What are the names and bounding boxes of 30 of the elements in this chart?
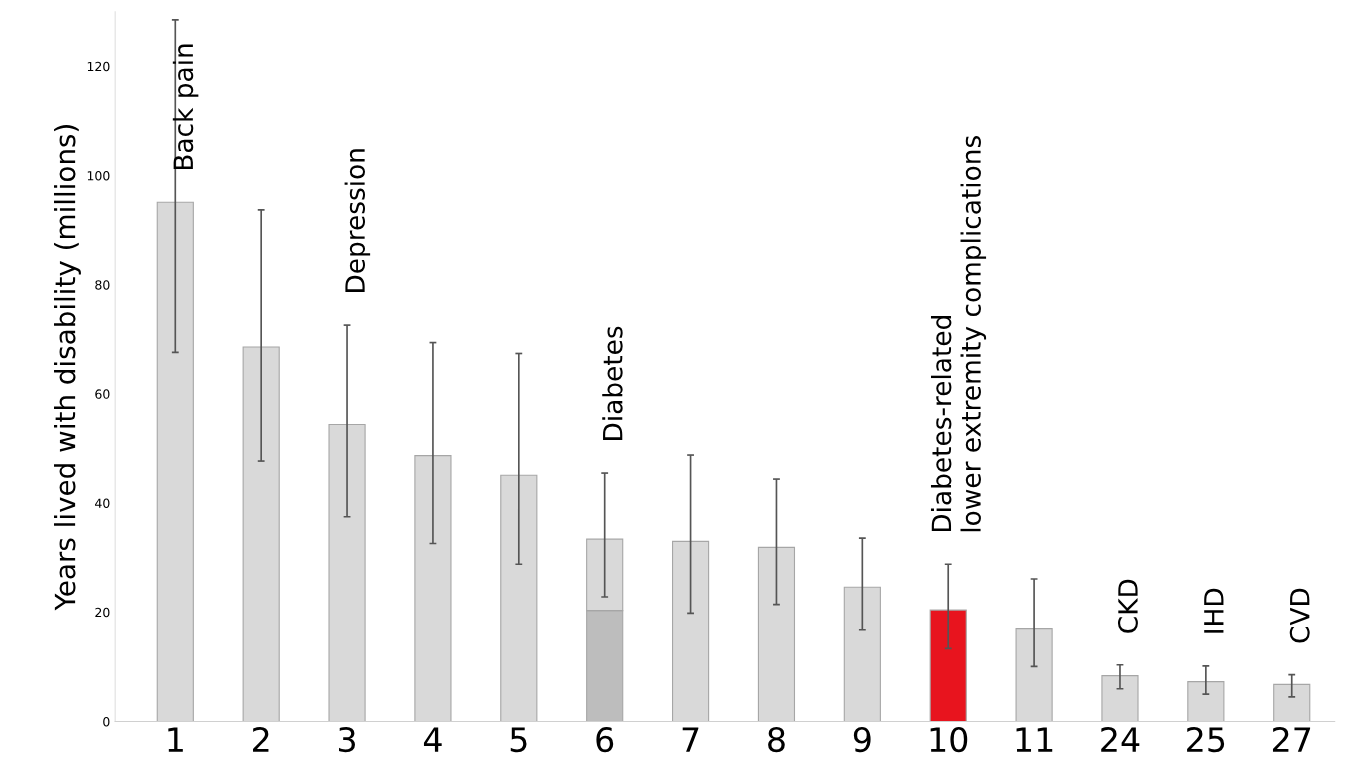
- x-tick-label: 5: [510, 727, 527, 753]
- x-tick-label: 7: [682, 727, 699, 752]
- x-tick-label: 25: [1187, 726, 1225, 753]
- y-axis-title: Years lived with disability (millions): [54, 125, 81, 611]
- x-tick-label: 11: [1016, 727, 1053, 752]
- annotation: Depression: [344, 149, 371, 292]
- y-tick-label: 80: [95, 280, 110, 290]
- annotation: IHD: [1204, 588, 1224, 633]
- x-tick-label: 1: [168, 727, 183, 752]
- annotation: Diabetes-related lower extremity complications: [930, 136, 987, 532]
- y-tick-label: 60: [95, 389, 110, 399]
- y-tick-label: 120: [87, 61, 110, 72]
- x-tick-label: 27: [1272, 726, 1311, 752]
- x-tick-label: 3: [338, 726, 355, 753]
- y-tick-label: 0: [103, 716, 110, 727]
- x-tick-label: 6: [596, 726, 614, 753]
- bar: [929, 609, 967, 722]
- x-tick-label: 8: [768, 726, 785, 753]
- y-tick-label: 100: [87, 170, 110, 181]
- x-tick-label: 9: [853, 726, 871, 753]
- annotation: Diabetes: [602, 326, 623, 440]
- y-tick-label: 40: [95, 498, 110, 509]
- annotation: Back pain: [172, 44, 199, 170]
- x-tick-label: 2: [253, 726, 269, 752]
- y-tick-label: 20: [95, 607, 110, 618]
- annotation: CKD: [1117, 579, 1138, 633]
- x-tick-label: 10: [930, 726, 968, 753]
- x-tick-label: 24: [1101, 726, 1140, 752]
- annotation: CVD: [1289, 588, 1310, 643]
- x-tick-label: 4: [423, 727, 442, 752]
